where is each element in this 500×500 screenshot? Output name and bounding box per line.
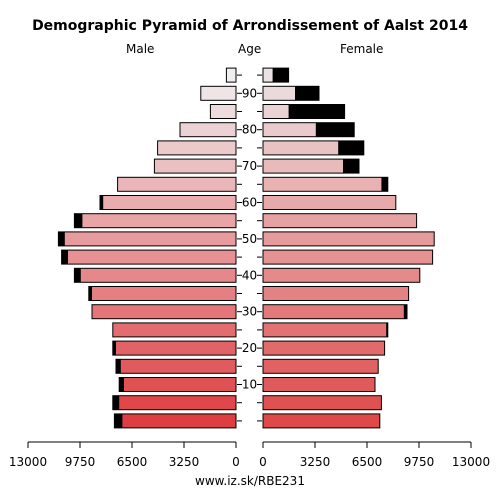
male-bar (209, 104, 237, 119)
male-bar (112, 340, 237, 356)
male-bar (117, 176, 237, 192)
female-foreign-bar (272, 68, 289, 83)
male-x-tick-label: 6500 (117, 455, 148, 469)
male-foreign-bar (112, 395, 120, 410)
male-foreign-bar (119, 377, 124, 392)
male-bar (115, 358, 237, 374)
female-bar (262, 340, 386, 356)
female-bar (262, 304, 408, 320)
male-foreign-bar (74, 213, 83, 228)
male-bar (61, 249, 237, 265)
female-bar (262, 286, 410, 301)
male-foreign-bar (74, 268, 81, 283)
male-bar (91, 304, 237, 320)
male-foreign-bar (58, 231, 65, 246)
age-tick-label: 20 (242, 341, 257, 355)
female-x-tick-label: 6500 (352, 455, 383, 469)
female-bar (262, 267, 421, 283)
female-bar (262, 231, 435, 247)
male-bar (113, 413, 237, 429)
female-foreign-bar (343, 159, 359, 174)
female-bar (262, 176, 389, 192)
female-foreign-bar (295, 86, 319, 101)
female-bar (262, 322, 389, 338)
male-bar (99, 195, 237, 210)
female-foreign-bar (403, 304, 407, 319)
female-bar (262, 413, 381, 429)
male-x-tick-label: 13000 (9, 455, 47, 469)
chart-title: Demographic Pyramid of Arrondissement of… (32, 18, 468, 34)
age-tick-label: 80 (242, 123, 257, 137)
source-label: www.iz.sk/RBE231 (195, 474, 305, 488)
male-foreign-bar (88, 286, 92, 301)
female-bar (262, 249, 434, 265)
male-bar (112, 322, 237, 338)
male-bar (200, 85, 237, 101)
male-x-tick-label: 9750 (65, 455, 96, 469)
male-label: Male (126, 42, 155, 56)
female-x-tick-label: 9750 (404, 455, 435, 469)
age-tick-label: 30 (242, 305, 257, 319)
female-foreign-bar (315, 122, 355, 137)
male-foreign-bar (61, 250, 68, 265)
female-bar (262, 377, 376, 392)
male-foreign-bar (112, 341, 116, 356)
female-bar (262, 358, 379, 374)
female-foreign-bar (381, 177, 388, 192)
age-tick-label: 70 (242, 159, 257, 173)
age-tick-label: 60 (242, 196, 257, 210)
age-tick-label: 40 (242, 268, 257, 282)
male-bar (88, 286, 237, 301)
male-x-tick-label: 0 (232, 455, 240, 469)
male-foreign-bar (114, 413, 123, 428)
male-foreign-bar (116, 359, 121, 374)
male-bar (179, 122, 237, 138)
male-bar (157, 140, 237, 156)
female-x-tick-label: 3250 (300, 455, 331, 469)
male-foreign-bar (100, 195, 104, 210)
age-tick-label: 50 (242, 232, 257, 246)
female-label: Female (340, 42, 384, 56)
age-label: Age (238, 42, 262, 56)
male-bar (118, 377, 237, 392)
female-foreign-bar (338, 140, 364, 155)
female-bar (262, 395, 382, 411)
male-bar (112, 395, 237, 411)
female-x-tick-label: 13000 (452, 455, 490, 469)
male-x-tick-label: 3250 (169, 455, 200, 469)
male-bar (73, 213, 237, 229)
female-bar (262, 195, 397, 210)
male-bar (73, 267, 237, 283)
age-tick-label: 90 (242, 86, 257, 100)
female-foreign-bar (386, 322, 388, 337)
age-tick-label: 10 (242, 378, 257, 392)
female-foreign-bar (288, 104, 345, 119)
female-x-tick-label: 0 (259, 455, 267, 469)
male-bar (57, 231, 237, 247)
female-bar (262, 213, 418, 229)
male-bar (153, 158, 237, 174)
male-bar (225, 67, 237, 83)
